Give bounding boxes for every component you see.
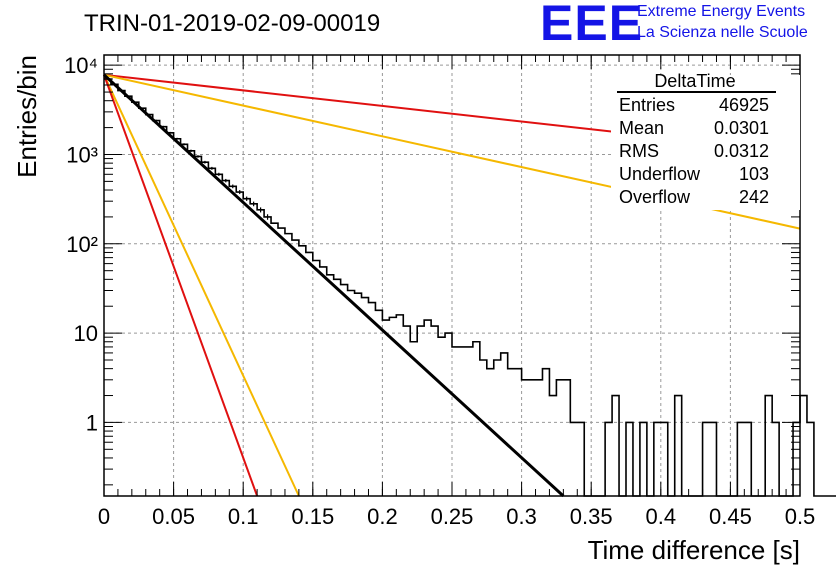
eee-logo: EEE bbox=[540, 0, 644, 51]
stats-row-value: 242 bbox=[739, 187, 769, 207]
y-tick-label: 10⁴ bbox=[64, 53, 98, 78]
x-tick-label: 0.2 bbox=[367, 504, 398, 529]
stats-row-value: 103 bbox=[739, 164, 769, 184]
x-tick-label: 0.45 bbox=[709, 504, 752, 529]
curve-orange-fast bbox=[103, 74, 300, 497]
x-tick-label: 0.05 bbox=[152, 504, 195, 529]
x-tick-label: 0.35 bbox=[570, 504, 613, 529]
org-name-line1: Extreme Energy Events bbox=[637, 3, 806, 20]
y-tick-label: 10³ bbox=[66, 142, 98, 167]
stats-row-label: Overflow bbox=[619, 187, 691, 207]
x-tick-label: 0 bbox=[98, 504, 110, 529]
stats-box-title: DeltaTime bbox=[654, 71, 735, 91]
org-name-line2: La Scienza nelle Scuole bbox=[637, 24, 808, 41]
x-tick-label: 0.25 bbox=[431, 504, 474, 529]
axis-ticks bbox=[103, 55, 801, 496]
curve-red-fast bbox=[103, 74, 259, 497]
stats-box-background bbox=[611, 75, 800, 210]
fit-line bbox=[102, 73, 565, 498]
stats-row-value: 0.0301 bbox=[714, 118, 769, 138]
y-tick-labels: 1 10 10² 10³ 10⁴ bbox=[64, 53, 98, 435]
stats-box: DeltaTime Entries 46925 Mean 0.0301 RMS 0.0312… bbox=[611, 71, 800, 210]
stats-row-label: Entries bbox=[619, 95, 675, 115]
y-tick-label: 10 bbox=[74, 321, 98, 346]
stats-row-value: 0.0312 bbox=[714, 141, 769, 161]
x-tick-label: 0.3 bbox=[506, 504, 537, 529]
x-tick-label: 0.5 bbox=[785, 504, 816, 529]
x-tick-label: 0.4 bbox=[646, 504, 677, 529]
x-tick-label: 0.1 bbox=[228, 504, 259, 529]
stats-row-label: RMS bbox=[619, 141, 659, 161]
y-tick-label: 10² bbox=[66, 232, 98, 257]
plot-title: TRIN-01-2019-02-09-00019 bbox=[84, 10, 381, 37]
x-tick-labels: 0 0.05 0.1 0.15 0.2 0.25 0.3 0.35 0.4 0.45 0.5 bbox=[98, 504, 815, 529]
x-tick-label: 0.15 bbox=[291, 504, 334, 529]
stats-row-label: Underflow bbox=[619, 164, 701, 184]
histogram-steps bbox=[104, 78, 836, 497]
y-axis-label: Entries/bin bbox=[12, 55, 42, 178]
x-axis-label: Time difference [s] bbox=[588, 535, 800, 565]
y-tick-label: 1 bbox=[86, 410, 98, 435]
fit-exponential-line bbox=[102, 73, 565, 498]
stats-row-value: 46925 bbox=[719, 95, 769, 115]
stats-row-label: Mean bbox=[619, 118, 664, 138]
